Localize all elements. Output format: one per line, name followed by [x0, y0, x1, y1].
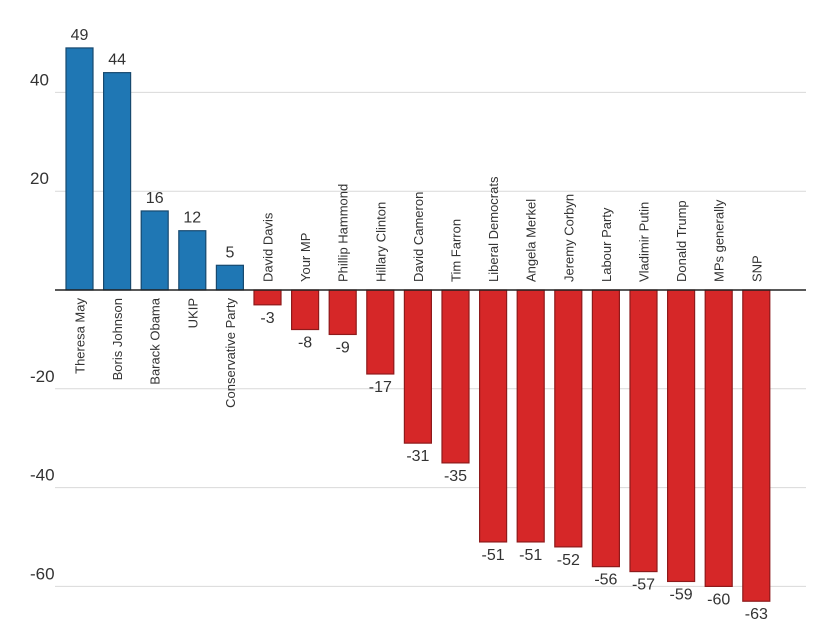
- bar-17: [704, 289, 733, 587]
- bar-5: [253, 289, 282, 306]
- value-label-9: -31: [406, 448, 429, 465]
- bar-4: [215, 264, 244, 291]
- value-label-7: -9: [336, 339, 350, 356]
- value-label-1: 44: [108, 52, 126, 69]
- bar-0: [65, 47, 94, 291]
- value-label-3: 12: [183, 210, 201, 227]
- y-tick-label--40: -40: [30, 466, 55, 485]
- value-label-11: -51: [482, 547, 505, 564]
- value-label-13: -52: [557, 552, 580, 569]
- category-label-10: Tim Farron: [449, 219, 464, 282]
- category-label-1: Boris Johnson: [110, 298, 125, 380]
- category-label-8: Hillary Clinton: [373, 202, 388, 282]
- value-label-8: -17: [369, 379, 392, 396]
- category-label-11: Liberal Democrats: [486, 176, 501, 282]
- bar-16: [666, 289, 696, 583]
- bar-1: [102, 72, 132, 291]
- bars: [65, 47, 771, 602]
- bar-18: [742, 289, 771, 602]
- category-label-14: Labour Party: [599, 207, 614, 282]
- bar-12: [516, 289, 545, 543]
- value-label-17: -60: [707, 591, 730, 608]
- bar-14: [591, 289, 621, 568]
- category-label-5: David Davis: [261, 212, 276, 282]
- category-label-4: Conservative Party: [223, 298, 238, 408]
- bar-15: [629, 289, 658, 573]
- y-axis-ticks: 40 20 -20 -40 -60: [30, 70, 55, 583]
- category-label-18: SNP: [749, 255, 764, 282]
- y-tick-label--60: -60: [30, 564, 55, 583]
- value-label-14: -56: [594, 572, 617, 589]
- value-label-0: 49: [71, 27, 89, 44]
- value-label-4: 5: [225, 244, 234, 261]
- bar-2: [140, 210, 169, 291]
- value-label-15: -57: [632, 577, 655, 594]
- y-tick-label-40: 40: [30, 70, 49, 89]
- category-label-15: Vladimir Putin: [637, 202, 652, 282]
- category-label-16: Donald Trump: [674, 200, 689, 282]
- bar-13: [554, 289, 583, 548]
- category-label-3: UKIP: [185, 298, 200, 328]
- value-label-5: -3: [260, 310, 274, 327]
- value-label-10: -35: [444, 468, 467, 485]
- value-label-16: -59: [670, 586, 693, 603]
- category-label-17: MPs generally: [712, 199, 727, 282]
- category-label-2: Barack Obama: [148, 297, 163, 384]
- bar-11: [479, 289, 508, 543]
- y-tick-label--20: -20: [30, 367, 55, 386]
- bar-9: [403, 289, 432, 444]
- value-label-6: -8: [298, 335, 312, 352]
- category-label-6: Your MP: [298, 233, 313, 282]
- bar-3: [178, 230, 207, 291]
- value-label-12: -51: [519, 547, 542, 564]
- bar-10: [441, 289, 470, 464]
- category-label-13: Jeremy Corbyn: [561, 194, 576, 282]
- category-label-0: Theresa May: [73, 298, 88, 374]
- bar-8: [366, 289, 395, 375]
- value-label-18: -63: [745, 606, 768, 623]
- category-labels: Theresa May Boris Johnson Barack Obama UKIP…: [73, 176, 765, 408]
- bar-6: [291, 289, 320, 331]
- category-label-7: Phillip Hammond: [336, 184, 351, 282]
- category-label-12: Angela Merkel: [524, 199, 539, 282]
- bar-7: [328, 289, 357, 336]
- category-label-9: David Cameron: [411, 192, 426, 282]
- value-label-2: 16: [146, 190, 164, 207]
- y-tick-label-20: 20: [30, 169, 49, 188]
